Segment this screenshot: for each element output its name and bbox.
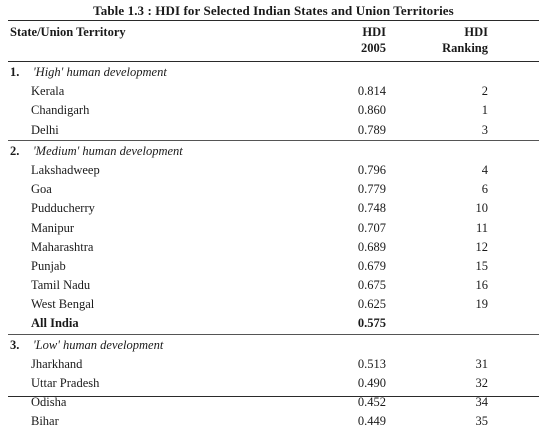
hdi-value: 0.779 bbox=[357, 182, 386, 197]
group-label: 'Medium' human development bbox=[33, 143, 183, 158]
hdi-rank: 34 bbox=[475, 395, 489, 410]
header-hdi: HDI 2005 bbox=[320, 24, 386, 56]
hdi-value: 0.814 bbox=[357, 84, 386, 99]
table-row: Lakshadweep 0.796 4 bbox=[0, 161, 547, 180]
hdi-rank: 35 bbox=[475, 414, 489, 429]
hdi-rank: 15 bbox=[475, 258, 489, 273]
table-row: West Bengal 0.625 19 bbox=[0, 295, 547, 314]
header-hdi-line1: HDI bbox=[362, 25, 386, 39]
hdi-value: 0.490 bbox=[357, 376, 386, 390]
hdi-rank: 31 bbox=[475, 356, 489, 371]
header-rank-line1: HDI bbox=[464, 25, 488, 39]
hdi-value: 0.679 bbox=[357, 258, 386, 273]
table-row: Pudducherry 0.748 10 bbox=[0, 199, 547, 218]
hdi-rank: 2 bbox=[481, 84, 488, 99]
hdi-rank: 19 bbox=[475, 297, 489, 312]
group-number: 2. bbox=[10, 143, 20, 158]
table-title: Table 1.3 : HDI for Selected Indian Stat… bbox=[93, 3, 454, 18]
group-separator bbox=[8, 139, 539, 142]
header-state: State/Union Territory bbox=[10, 25, 126, 39]
hdi-rank: 4 bbox=[481, 162, 488, 177]
table-row: Bihar 0.449 35 bbox=[0, 412, 547, 431]
hdi-value: 0.860 bbox=[357, 103, 386, 118]
state-name: Jharkhand bbox=[31, 356, 83, 371]
hdi-value: 0.513 bbox=[357, 356, 386, 371]
document-page: Table 1.3 : HDI for Selected Indian Stat… bbox=[8, 3, 539, 428]
state-name: West Bengal bbox=[31, 297, 95, 312]
table-row: Jharkhand 0.513 31 bbox=[0, 355, 547, 374]
hdi-value: 0.449 bbox=[357, 414, 386, 429]
table-row: Tamil Nadu 0.675 16 bbox=[0, 276, 547, 295]
group-heading: 2. 'Medium' human development bbox=[0, 142, 547, 161]
hdi-rank: 12 bbox=[475, 239, 489, 254]
state-name: All India bbox=[31, 316, 79, 331]
state-name: Delhi bbox=[31, 122, 59, 137]
table-row: Punjab 0.679 15 bbox=[0, 257, 547, 276]
hdi-value: 0.675 bbox=[357, 278, 386, 293]
hdi-value: 0.575 bbox=[357, 316, 386, 331]
group-label: 'Low' human development bbox=[33, 337, 164, 352]
hdi-rank: 32 bbox=[475, 376, 489, 390]
hdi-rank: 10 bbox=[475, 201, 489, 216]
table-row: Chandigarh 0.860 1 bbox=[0, 101, 547, 120]
bottom-rule bbox=[8, 396, 539, 397]
state-name: Chandigarh bbox=[31, 103, 90, 118]
header-ranking: HDI Ranking bbox=[420, 24, 488, 56]
hdi-value: 0.689 bbox=[357, 239, 386, 254]
state-name: Lakshadweep bbox=[31, 162, 100, 177]
table-body: 1. 'High' human development Kerala 0.814 2 Ch… bbox=[0, 63, 547, 432]
group-heading: 1. 'High' human development bbox=[0, 63, 547, 82]
hdi-rank: 6 bbox=[481, 182, 488, 197]
group-separator bbox=[8, 333, 539, 336]
state-name: Manipur bbox=[31, 220, 75, 235]
state-name: Odisha bbox=[31, 395, 67, 410]
header-rule bbox=[8, 61, 539, 62]
top-rule bbox=[8, 20, 539, 21]
table-row: Maharashtra 0.689 12 bbox=[0, 238, 547, 257]
hdi-rank: 11 bbox=[475, 220, 488, 235]
header-hdi-line2: 2005 bbox=[361, 41, 386, 55]
hdi-value: 0.625 bbox=[357, 297, 386, 312]
hdi-value: 0.707 bbox=[357, 220, 386, 235]
hdi-value: 0.789 bbox=[357, 122, 386, 137]
table-row: Goa 0.779 6 bbox=[0, 180, 547, 199]
hdi-rank: 16 bbox=[475, 278, 489, 293]
state-name: Goa bbox=[31, 182, 52, 197]
group-number: 1. bbox=[10, 65, 20, 79]
header-rank-line2: Ranking bbox=[442, 41, 488, 55]
state-name: Pudducherry bbox=[31, 201, 95, 216]
hdi-value: 0.748 bbox=[357, 201, 386, 216]
group-label: 'High' human development bbox=[33, 65, 167, 79]
state-name: Bihar bbox=[31, 414, 59, 429]
group-number: 3. bbox=[10, 337, 20, 352]
state-name: Uttar Pradesh bbox=[31, 376, 100, 390]
hdi-rank: 1 bbox=[481, 103, 488, 118]
table-row: Uttar Pradesh 0.490 32 bbox=[0, 374, 547, 393]
table-row: Odisha 0.452 34 bbox=[0, 393, 547, 412]
state-name: Maharashtra bbox=[31, 239, 94, 254]
hdi-rank: 3 bbox=[481, 122, 488, 137]
total-row: All India 0.575 bbox=[0, 314, 547, 333]
group-heading: 3. 'Low' human development bbox=[0, 336, 547, 355]
state-name: Kerala bbox=[31, 84, 65, 99]
table-row: Manipur 0.707 11 bbox=[0, 219, 547, 238]
state-name: Punjab bbox=[31, 258, 66, 273]
hdi-value: 0.796 bbox=[357, 162, 386, 177]
table-row: Kerala 0.814 2 bbox=[0, 82, 547, 101]
hdi-value: 0.452 bbox=[357, 395, 386, 410]
state-name: Tamil Nadu bbox=[31, 278, 91, 293]
table-row: Delhi 0.789 3 bbox=[0, 121, 547, 140]
